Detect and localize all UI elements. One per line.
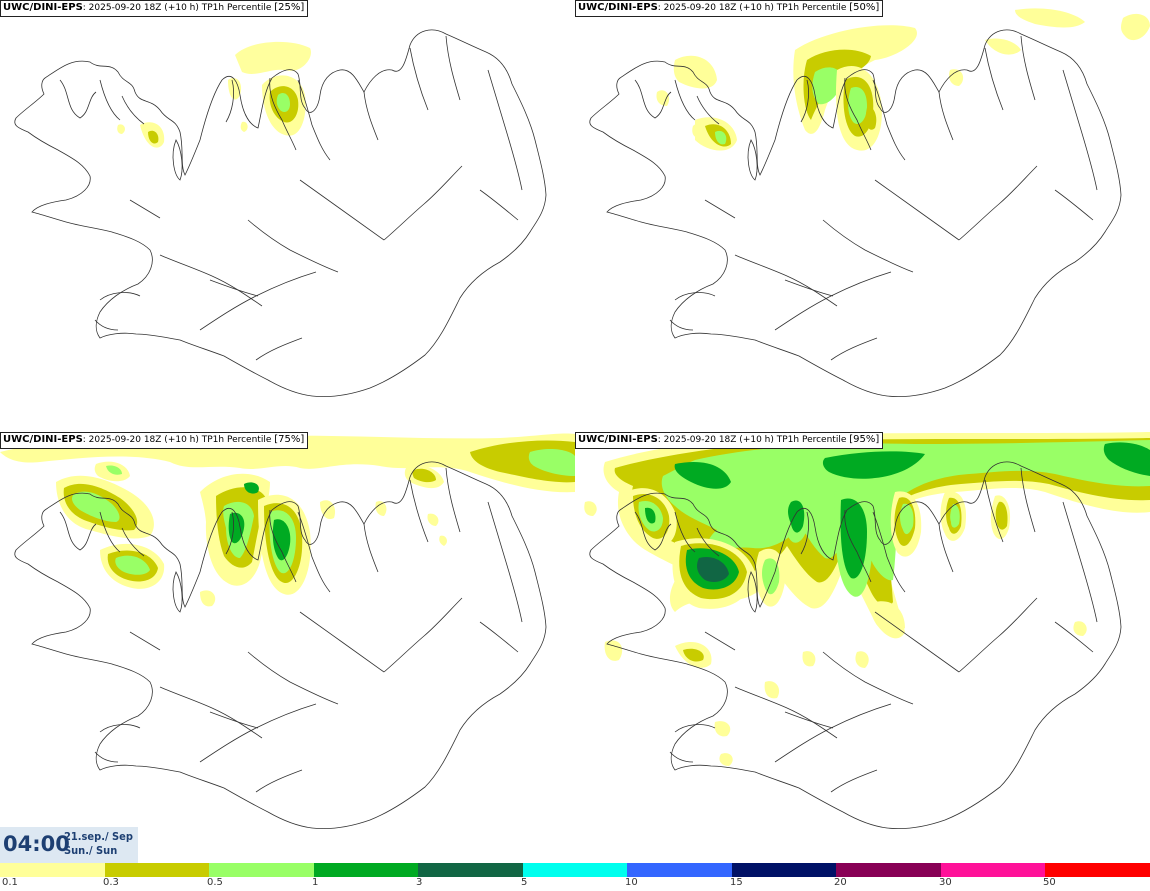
colorbar-segment xyxy=(0,863,105,877)
precip-overlay xyxy=(656,8,1150,151)
precip-overlay xyxy=(117,41,311,148)
percentile-label: [95%] xyxy=(849,434,880,445)
colorbar-segment xyxy=(1045,863,1150,877)
panel-title: UWC/DINI-EPS: 2025-09-20 18Z (+10 h) TP1… xyxy=(575,432,884,449)
coastline xyxy=(589,461,1122,829)
colorbar-tick-label: 5 xyxy=(521,877,528,888)
colorbar-tick-label: 0.1 xyxy=(2,877,18,888)
run-info: : 2025-09-20 18Z (+10 h) TP1h Percentile xyxy=(82,435,272,445)
map-canvas-p75 xyxy=(0,433,575,829)
percentile-label: [50%] xyxy=(849,2,880,13)
run-info: : 2025-09-20 18Z (+10 h) TP1h Percentile xyxy=(657,435,847,445)
map-panel-p95: UWC/DINI-EPS: 2025-09-20 18Z (+10 h) TP1… xyxy=(575,432,1150,864)
valid-time-date: 21.sep./ Sep Sun./ Sun xyxy=(64,830,133,858)
map-panel-p25: UWC/DINI-EPS: 2025-09-20 18Z (+10 h) TP1… xyxy=(0,0,575,432)
colorbar-tick-label: 1 xyxy=(312,877,319,888)
colorbar-segment xyxy=(313,863,419,877)
colorbar-segment xyxy=(627,863,732,877)
colorbar-tick-label: 3 xyxy=(416,877,423,888)
colorbar-segment xyxy=(522,863,628,877)
coastline xyxy=(14,461,547,829)
precip-colorbar xyxy=(0,863,1150,877)
panel-title: UWC/DINI-EPS: 2025-09-20 18Z (+10 h) TP1… xyxy=(0,0,309,17)
coastline xyxy=(14,29,547,397)
colorbar-segment xyxy=(940,863,1046,877)
map-canvas-p25 xyxy=(14,29,547,397)
map-panel-p50: UWC/DINI-EPS: 2025-09-20 18Z (+10 h) TP1… xyxy=(575,0,1150,432)
map-canvas-p50 xyxy=(589,8,1150,397)
valid-date: 21.sep./ Sep xyxy=(64,830,133,843)
valid-time-clock: 04:00 xyxy=(3,832,70,856)
valid-weekday: Sun./ Sun xyxy=(64,844,118,857)
colorbar-segment xyxy=(104,863,210,877)
model-name: UWC/DINI-EPS xyxy=(3,2,83,13)
percentile-label: [25%] xyxy=(274,2,305,13)
panel-title: UWC/DINI-EPS: 2025-09-20 18Z (+10 h) TP1… xyxy=(575,0,884,17)
colorbar-tick-label: 15 xyxy=(730,877,743,888)
colorbar-tick-label: 10 xyxy=(625,877,638,888)
colorbar-tick-label: 0.5 xyxy=(207,877,223,888)
colorbar-segment xyxy=(418,863,523,877)
percentile-label: [75%] xyxy=(274,434,305,445)
model-name: UWC/DINI-EPS xyxy=(578,434,658,445)
panel-title: UWC/DINI-EPS: 2025-09-20 18Z (+10 h) TP1… xyxy=(0,432,309,449)
colorbar-segment xyxy=(209,863,314,877)
colorbar-tick-label: 30 xyxy=(939,877,952,888)
run-info: : 2025-09-20 18Z (+10 h) TP1h Percentile xyxy=(82,3,272,13)
valid-time-box: 04:00 21.sep./ Sep Sun./ Sun xyxy=(0,827,138,863)
coastline xyxy=(589,29,1122,397)
colorbar-labels: 0.1 0.3 0.5 1 3 5 10 15 20 30 50 xyxy=(0,877,1150,891)
colorbar-tick-label: 0.3 xyxy=(103,877,119,888)
precip-overlay xyxy=(0,433,575,607)
map-panel-p75: UWC/DINI-EPS: 2025-09-20 18Z (+10 h) TP1… xyxy=(0,432,575,864)
precip-overlay xyxy=(584,432,1150,766)
model-name: UWC/DINI-EPS xyxy=(3,434,83,445)
map-canvas-p95 xyxy=(584,432,1150,829)
run-info: : 2025-09-20 18Z (+10 h) TP1h Percentile xyxy=(657,3,847,13)
colorbar-segment xyxy=(836,863,941,877)
model-name: UWC/DINI-EPS xyxy=(578,2,658,13)
colorbar-tick-label: 50 xyxy=(1043,877,1056,888)
colorbar-segment xyxy=(731,863,837,877)
colorbar-tick-label: 20 xyxy=(834,877,847,888)
